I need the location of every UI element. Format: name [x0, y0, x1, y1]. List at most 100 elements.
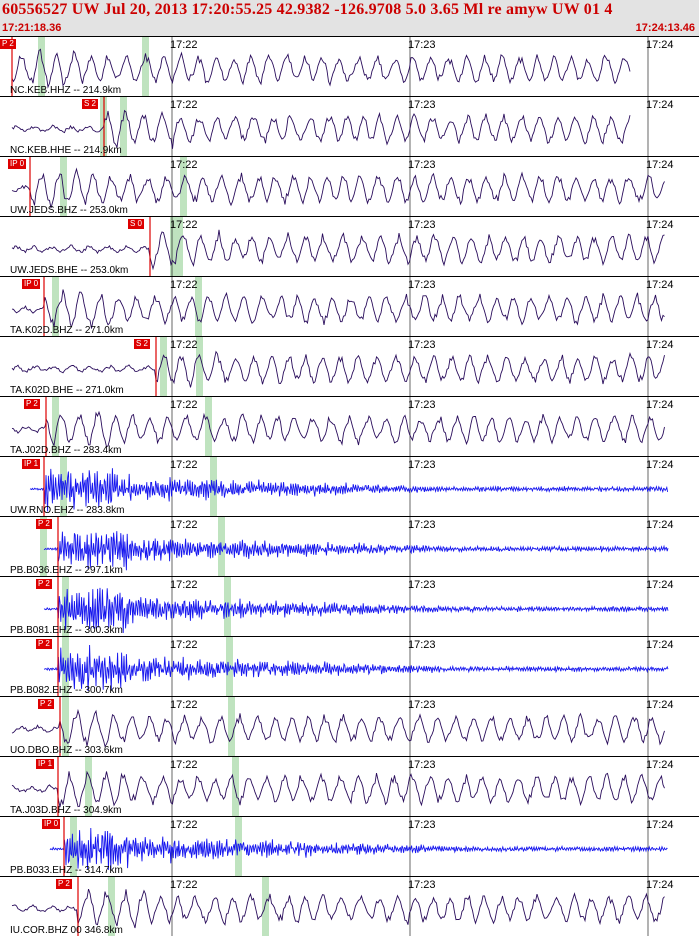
- time-tick-label: 17:23: [408, 99, 436, 111]
- trace-panel[interactable]: 17:22 17:23 17:24 S 2 NC.KEB.HHE -- 214.9km: [0, 96, 699, 156]
- station-label: PB.B036.EHZ -- 297.1km: [10, 565, 123, 576]
- trace-panel[interactable]: 17:22 17:23 17:24 P 2 NC.KEB.HHZ -- 214.9km: [0, 36, 699, 96]
- seismic-trace: [43, 531, 669, 571]
- time-tick-label: 17:22: [170, 879, 198, 891]
- station-label: IU.COR.BHZ 00 346.8km: [10, 925, 123, 936]
- time-tick-label: 17:24: [646, 159, 674, 171]
- trace-panel[interactable]: 17:22 17:23 17:24 S 0 UW.JEDS.BHE -- 253.0km: [0, 216, 699, 276]
- time-tick-label: 17:24: [646, 639, 674, 651]
- seismic-trace: [43, 644, 669, 692]
- time-tick-label: 17:23: [408, 579, 436, 591]
- seismic-trace: [11, 289, 665, 329]
- phase-pick-label[interactable]: IP 0: [42, 819, 61, 829]
- time-tick-label: 17:22: [170, 39, 198, 51]
- trace-panel[interactable]: 17:22 17:23 17:24 P 2 UO.DBO.BHZ -- 303.6km: [0, 696, 699, 756]
- time-tick-label: 17:23: [408, 819, 436, 831]
- station-label: TA.K02D.BHE -- 271.0km: [10, 385, 124, 396]
- time-tick-label: 17:22: [170, 399, 198, 411]
- time-tick-label: 17:22: [170, 579, 198, 591]
- time-tick-label: 17:23: [408, 279, 436, 291]
- station-label: UW.JEDS.BHE -- 253.0km: [10, 265, 129, 276]
- time-tick-label: 17:24: [646, 519, 674, 531]
- time-tick-label: 17:24: [646, 339, 674, 351]
- trace-panel[interactable]: 17:22 17:23 17:24 P 2 PB.B081.EHZ -- 300.3km: [0, 576, 699, 636]
- phase-pick-label[interactable]: S 2: [134, 339, 151, 349]
- waveform-plot: [43, 637, 669, 696]
- phase-pick-label[interactable]: P 2: [36, 579, 52, 589]
- analysis-window: [205, 397, 212, 456]
- analysis-window: [62, 577, 69, 636]
- phase-pick-label[interactable]: P 2: [0, 39, 16, 49]
- phase-pick-label[interactable]: P 2: [56, 879, 72, 889]
- trace-panel[interactable]: 17:22 17:23 17:24 IP 1 UW.RNO.EHZ -- 283.8km: [0, 456, 699, 516]
- time-tick-label: 17:23: [408, 459, 436, 471]
- trace-panel[interactable]: 17:22 17:23 17:24 IP 1 TA.J03D.BHZ -- 304.9k…: [0, 756, 699, 816]
- time-tick-label: 17:22: [170, 339, 198, 351]
- time-tick-label: 17:22: [170, 219, 198, 231]
- station-label: TA.J03D.BHZ -- 304.9km: [10, 805, 122, 816]
- phase-pick-label[interactable]: P 2: [38, 699, 54, 709]
- seismic-trace: [43, 587, 669, 634]
- waveform-plot: [11, 757, 665, 816]
- phase-pick-label[interactable]: S 0: [128, 219, 145, 229]
- seismic-trace: [11, 109, 631, 149]
- time-tick-label: 17:24: [646, 39, 674, 51]
- analysis-window: [120, 97, 127, 156]
- time-tick-label: 17:23: [408, 519, 436, 531]
- waveform-plot: [11, 697, 665, 756]
- seismic-trace: [11, 229, 665, 271]
- trace-panel[interactable]: 17:22 17:23 17:24 P 2 PB.B082.EHZ -- 300.7km: [0, 636, 699, 696]
- waveform-plot: [43, 577, 669, 636]
- analysis-window: [62, 697, 69, 756]
- seismic-trace: [11, 770, 665, 808]
- analysis-window: [60, 157, 67, 216]
- analysis-window: [232, 757, 239, 816]
- waveform-plot: [40, 517, 669, 576]
- analysis-window: [195, 277, 202, 336]
- station-label: UO.DBO.BHZ -- 303.6km: [10, 745, 123, 756]
- phase-pick-label[interactable]: IP 0: [8, 159, 27, 169]
- waveform-plot: [29, 457, 669, 516]
- event-title: 60556527 UW Jul 20, 2013 17:20:55.25 42.…: [2, 1, 613, 18]
- trace-panel[interactable]: 17:22 17:23 17:24 P 2 PB.B036.EHZ -- 297.1km: [0, 516, 699, 576]
- time-tick-label: 17:24: [646, 399, 674, 411]
- time-tick-label: 17:22: [170, 699, 198, 711]
- time-tick-label: 17:22: [170, 459, 198, 471]
- time-tick-label: 17:22: [170, 819, 198, 831]
- trace-panel[interactable]: 17:22 17:23 17:24 IP 0 UW.JEDS.BHZ -- 253.0k…: [0, 156, 699, 216]
- trace-panel[interactable]: 17:22 17:23 17:24 P 2 IU.COR.BHZ 00 346.8km: [0, 876, 699, 936]
- phase-pick-label[interactable]: P 2: [24, 399, 40, 409]
- trace-panel[interactable]: 17:22 17:23 17:24 P 2 TA.J02D.BHZ -- 283.4km: [0, 396, 699, 456]
- analysis-window: [226, 637, 233, 696]
- seismic-trace: [29, 468, 669, 512]
- phase-pick-label[interactable]: P 2: [36, 639, 52, 649]
- waveform-plot: [11, 217, 665, 276]
- time-tick-label: 17:24: [646, 579, 674, 591]
- phase-pick-label[interactable]: IP 1: [36, 759, 55, 769]
- phase-pick-label[interactable]: IP 1: [22, 459, 41, 469]
- station-label: PB.B033.EHZ -- 314.7km: [10, 865, 123, 876]
- phase-pick-label[interactable]: P 2: [36, 519, 52, 529]
- trace-panel[interactable]: 17:22 17:23 17:24 S 2 TA.K02D.BHE -- 271.0km: [0, 336, 699, 396]
- time-tick-label: 17:24: [646, 459, 674, 471]
- analysis-window: [142, 37, 149, 96]
- waveform-plot: [11, 877, 665, 936]
- analysis-window: [228, 697, 235, 756]
- analysis-window: [160, 337, 167, 396]
- trace-panel[interactable]: 17:22 17:23 17:24 IP 0 TA.K02D.BHZ -- 271.0k…: [0, 276, 699, 336]
- time-tick-label: 17:24: [646, 759, 674, 771]
- time-tick-label: 17:23: [408, 399, 436, 411]
- time-tick-label: 17:22: [170, 279, 198, 291]
- waveform-plot: [49, 817, 668, 876]
- header-bar: 60556527 UW Jul 20, 2013 17:20:55.25 42.…: [0, 0, 699, 36]
- phase-pick-label[interactable]: IP 0: [22, 279, 41, 289]
- time-tick-label: 17:24: [646, 219, 674, 231]
- waveform-plot: [11, 397, 665, 456]
- phase-pick-label[interactable]: S 2: [82, 99, 99, 109]
- analysis-window: [180, 157, 187, 216]
- time-tick-label: 17:24: [646, 819, 674, 831]
- analysis-window: [235, 817, 242, 876]
- time-tick-label: 17:24: [646, 879, 674, 891]
- trace-panel[interactable]: 17:22 17:23 17:24 IP 0 PB.B033.EHZ -- 314.7k…: [0, 816, 699, 876]
- analysis-window: [196, 337, 203, 396]
